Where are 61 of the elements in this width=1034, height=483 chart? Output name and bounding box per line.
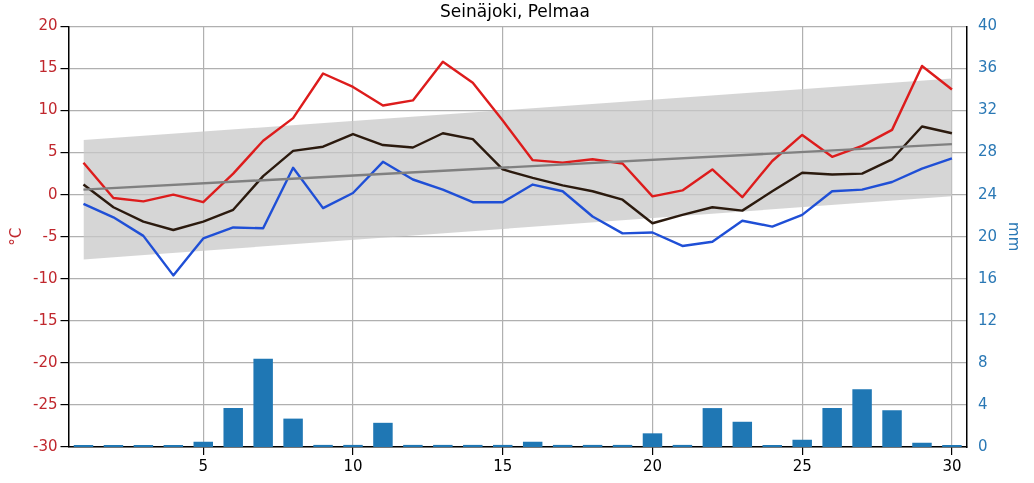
bar: [552, 444, 573, 447]
bar: [582, 444, 603, 447]
y2-tick-label: 20: [977, 226, 998, 245]
y2-axis-title: mm: [1005, 222, 1024, 252]
y-tick-label: -25: [33, 394, 58, 413]
bar: [672, 444, 693, 447]
y2-tick-label: 4: [977, 394, 988, 413]
bar: [433, 444, 453, 447]
bar: [942, 444, 962, 447]
bar: [133, 444, 154, 447]
y2-tick-label: 40: [977, 16, 998, 35]
bar: [642, 433, 663, 447]
y-tick-label: 0: [47, 184, 58, 203]
y-axis-title: °C: [6, 227, 25, 246]
bar: [882, 410, 902, 447]
y2-tick-label: 0: [977, 436, 988, 455]
bar: [373, 422, 393, 447]
bar: [822, 408, 842, 447]
y-tick-label: 20: [38, 16, 58, 35]
chart-title: Seinäjoki, Pelmaa: [440, 0, 590, 21]
bar: [313, 444, 333, 447]
bar: [612, 444, 633, 447]
bar: [852, 389, 872, 447]
y-tick-label: -5: [42, 226, 58, 245]
bar: [343, 444, 363, 447]
y-tick-label: -15: [33, 310, 58, 329]
bar: [732, 421, 753, 447]
y-tick-label: 15: [38, 58, 58, 77]
bar: [403, 444, 423, 447]
y2-tick-label: 8: [977, 352, 988, 371]
y-tick-label: -30: [33, 436, 58, 455]
y-tick-label: -10: [33, 268, 58, 287]
y2-tick-label: 36: [977, 58, 998, 77]
y-tick-label: 5: [47, 142, 58, 161]
y2-tick-label: 32: [977, 100, 998, 119]
x-tick-label: 20: [642, 456, 663, 475]
bar: [103, 444, 124, 447]
bar: [193, 441, 213, 447]
y2-tick-label: 24: [977, 184, 998, 203]
x-tick-label: 30: [942, 456, 962, 475]
bar: [223, 408, 243, 447]
bar: [762, 444, 782, 447]
x-tick-label: 25: [792, 456, 812, 475]
bar: [792, 439, 812, 447]
x-tick-label: 5: [198, 456, 209, 475]
bar: [283, 418, 303, 447]
bar: [163, 444, 184, 447]
y-tick-label: 10: [38, 100, 58, 119]
bar: [463, 444, 483, 447]
bar: [253, 358, 273, 447]
bar: [73, 444, 94, 447]
bar: [702, 408, 723, 447]
x-tick-label: 10: [343, 456, 363, 475]
bar: [493, 444, 513, 447]
y2-tick-label: 16: [977, 268, 998, 287]
bar: [522, 441, 543, 447]
y2-tick-label: 12: [977, 310, 998, 329]
y-tick-label: -20: [33, 352, 58, 371]
x-tick-label: 15: [493, 456, 513, 475]
bar: [912, 442, 932, 447]
y2-tick-label: 28: [977, 142, 998, 161]
